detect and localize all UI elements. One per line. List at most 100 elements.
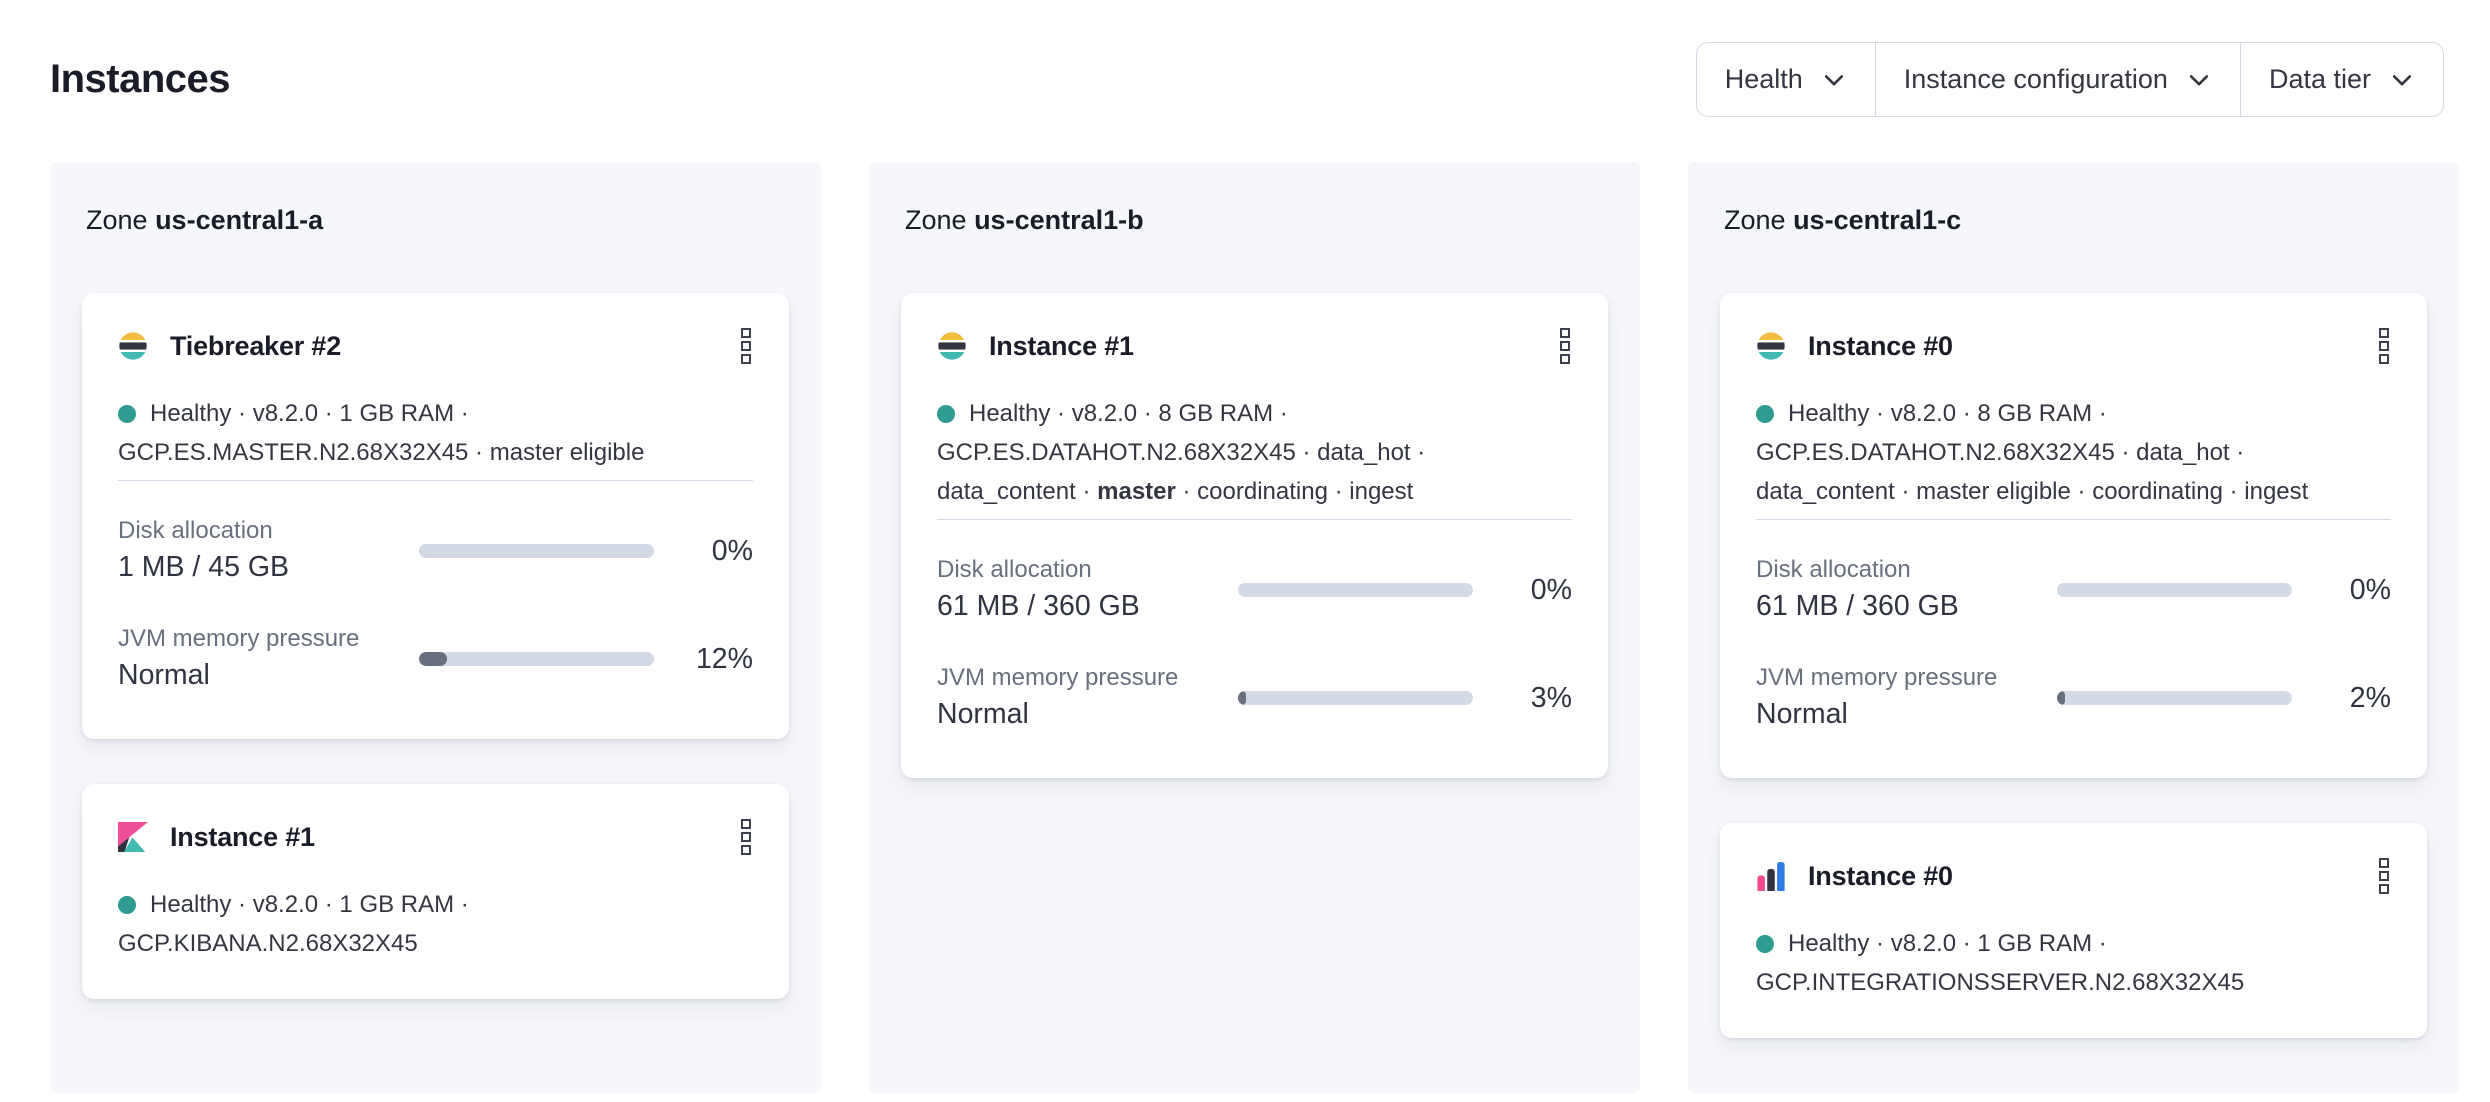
metric-percent: 12% [695, 642, 753, 675]
card-divider [1756, 519, 2391, 520]
kebab-icon [741, 354, 751, 364]
metrics-section: Disk allocation 61 MB / 360 GB 0% JVM me… [1756, 556, 2391, 732]
instance-card: Tiebreaker #2 Healthy · v8.2.0 · 1 GB RA… [82, 293, 789, 739]
zone-label: Zone [86, 205, 148, 235]
filter-button-label: Data tier [2268, 64, 2371, 94]
page-title: Instances [50, 57, 231, 101]
metric-value: Normal [1756, 698, 1848, 730]
meta-segment: 1 GB RAM [339, 400, 455, 427]
zones-container: Zone us-central1-a Tiebreaker #2 Healthy… [0, 162, 2490, 1093]
metric-percent: 3% [1530, 681, 1572, 714]
meta-segment: v8.2.0 [1071, 400, 1138, 427]
instance-meta: Healthy · v8.2.0 · 8 GB RAM · GCP.ES.DAT… [1756, 394, 2391, 511]
health-status-icon [118, 896, 136, 914]
zone-name: us-central1-b [974, 205, 1144, 235]
kebab-icon [741, 341, 751, 351]
meta-dot-separator: · [1075, 478, 1098, 505]
instance-menu-button[interactable] [739, 817, 753, 857]
meta-dot-separator: · [468, 439, 490, 466]
kebab-icon [2379, 871, 2389, 881]
metric-label: Disk allocation [937, 556, 1092, 583]
metric-progress-bar [2057, 691, 2292, 705]
instance-title: Instance #1 [989, 330, 1134, 361]
meta-segment: Healthy [1788, 930, 1870, 957]
chevron-down-icon [2392, 74, 2412, 86]
meta-dot-separator: · [1869, 400, 1891, 427]
kebab-icon [741, 328, 751, 338]
metrics-section: Disk allocation 61 MB / 360 GB 0% JVM me… [937, 556, 1572, 732]
meta-segment: ingest [1349, 478, 1414, 505]
meta-dot-separator: · [318, 400, 340, 427]
elasticsearch-logo [119, 332, 147, 360]
metric-progress-bar [1238, 583, 1473, 597]
kebab-icon [2379, 341, 2389, 351]
kebab-icon [1560, 328, 1570, 338]
zone-title: Zone us-central1-c [1724, 204, 2427, 237]
instance-menu-button[interactable] [2377, 856, 2391, 896]
instance-menu-button[interactable] [1558, 326, 1572, 366]
metric-percent: 0% [2349, 573, 2391, 606]
zone-label: Zone [905, 205, 967, 235]
elasticsearch-logo [937, 331, 967, 361]
metric-row: Disk allocation 61 MB / 360 GB 0% [937, 556, 1572, 624]
filter-button-instance-configuration[interactable]: Instance configuration [1874, 43, 2240, 116]
meta-dot-separator: · [2070, 478, 2093, 505]
instance-card: Instance #0 Healthy · v8.2.0 · 8 GB RAM … [1720, 293, 2427, 778]
meta-dot-separator: · [1137, 400, 1159, 427]
meta-segment: 1 GB RAM [339, 891, 455, 918]
instance-menu-button[interactable] [739, 326, 753, 366]
metric-label: JVM memory pressure [937, 664, 1179, 691]
metric-progress-fill [2057, 691, 2065, 705]
zone-panel-us-central1-a: Zone us-central1-a Tiebreaker #2 Healthy… [50, 162, 821, 1093]
filter-button-label: Health [1724, 64, 1803, 94]
instance-card-header: Instance #1 [937, 326, 1572, 366]
meta-segment: ingest [2244, 478, 2309, 505]
meta-segment: 8 GB RAM [1158, 400, 1274, 427]
metric-row: Disk allocation 61 MB / 360 GB 0% [1756, 556, 2391, 624]
meta-segment: GCP.ES.DATAHOT.N2.68X32X45 [937, 439, 1296, 466]
meta-segment: v8.2.0 [252, 891, 319, 918]
metric-percent: 2% [2349, 681, 2391, 714]
meta-segment: master eligible [1916, 478, 2071, 505]
metric-value: Normal [937, 698, 1029, 730]
instance-meta: Healthy · v8.2.0 · 1 GB RAM · GCP.INTEGR… [1756, 924, 2391, 1002]
meta-segment: data_hot [1317, 439, 1411, 466]
kebab-icon [1560, 341, 1570, 351]
meta-dot-separator: · [2114, 439, 2137, 466]
health-status-icon [1756, 935, 1774, 953]
meta-dot-separator: · [1175, 478, 1198, 505]
meta-dot-separator: · [1869, 930, 1891, 957]
kebab-icon [1560, 354, 1570, 364]
elasticsearch-logo [938, 332, 966, 360]
meta-dot-separator: · [1410, 439, 1426, 466]
kebab-icon [741, 832, 751, 842]
filter-button-health[interactable]: Health [1697, 43, 1875, 116]
instance-title: Tiebreaker #2 [170, 330, 342, 361]
instance-menu-button[interactable] [2377, 326, 2391, 366]
health-status-icon [118, 405, 136, 423]
instance-title: Instance #1 [170, 821, 315, 852]
instance-meta: Healthy · v8.2.0 · 1 GB RAM · GCP.KIBANA… [118, 885, 753, 963]
meta-segment: v8.2.0 [1890, 400, 1957, 427]
metric-label: JVM memory pressure [1756, 664, 1998, 691]
meta-segment: master eligible [489, 439, 645, 466]
elasticsearch-logo [1757, 332, 1785, 360]
meta-dot-separator: · [1956, 930, 1978, 957]
zone-title: Zone us-central1-b [905, 204, 1608, 237]
kebab-icon [741, 819, 751, 829]
elasticsearch-logo [1756, 331, 1786, 361]
metric-percent: 0% [1530, 573, 1572, 606]
meta-dot-separator: · [1327, 478, 1350, 505]
meta-dot-separator: · [1273, 400, 1288, 427]
card-divider [937, 519, 1572, 520]
instance-card-header: Instance #0 [1756, 856, 2391, 896]
kebab-icon [2379, 858, 2389, 868]
card-divider [118, 480, 753, 481]
filter-button-data-tier[interactable]: Data tier [2239, 43, 2443, 116]
meta-segment: 8 GB RAM [1977, 400, 2093, 427]
meta-dot-separator: · [318, 891, 340, 918]
metrics-section: Disk allocation 1 MB / 45 GB 0% JVM memo… [118, 517, 753, 693]
meta-segment: coordinating [2092, 478, 2223, 505]
meta-dot-separator: · [1956, 400, 1978, 427]
health-status-icon [1756, 405, 1774, 423]
